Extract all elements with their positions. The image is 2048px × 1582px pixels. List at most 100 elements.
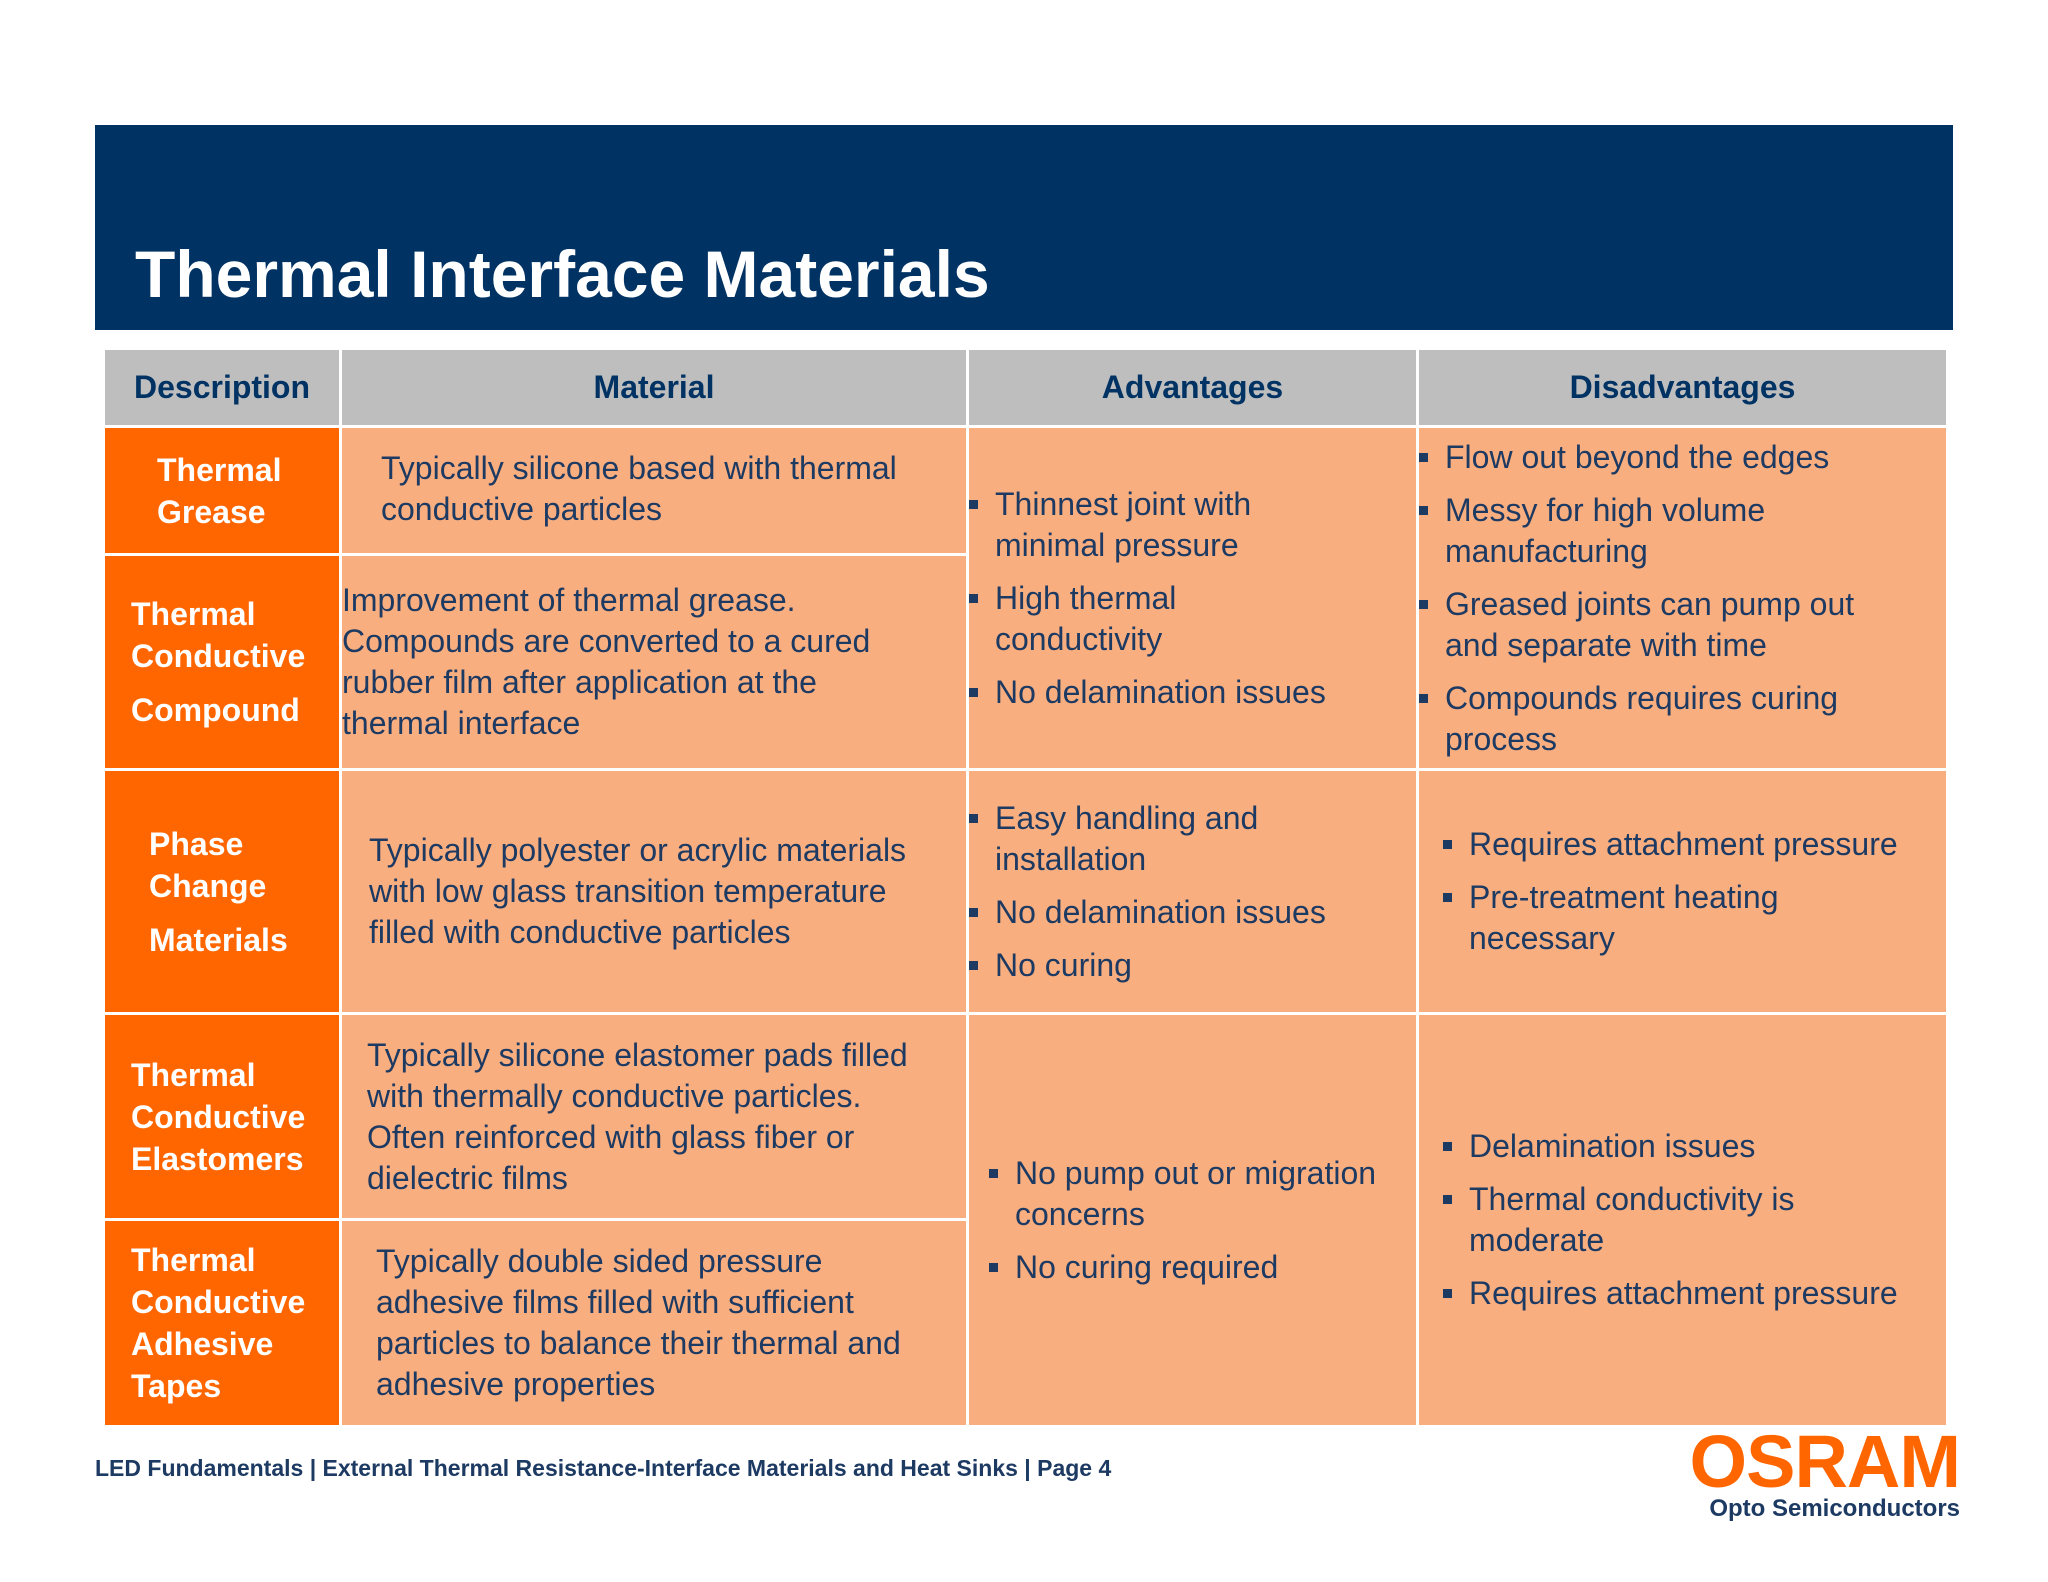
material-cell: Typically silicone elastomer pads filled…	[339, 1012, 969, 1221]
table-row: Thermal Conductive Compound Improvement …	[102, 553, 1948, 771]
bullet-line: installation	[995, 840, 1147, 877]
footer-text: LED Fundamentals | External Thermal Resi…	[95, 1455, 1112, 1481]
bullet-line: necessary	[1469, 920, 1615, 956]
materials-table: Description Material Advantages Disadvan…	[102, 347, 1949, 1428]
material-cell: Improvement of thermal grease. Compounds…	[339, 553, 969, 771]
description-line: Materials	[149, 921, 288, 958]
description-line: Conductive	[131, 638, 306, 674]
bullet-line: No pump out or migration	[1015, 1154, 1377, 1191]
table-header-row: Description Material Advantages Disadvan…	[102, 347, 1949, 428]
description-line: Compound	[131, 692, 300, 728]
list-item: No delamination issues	[969, 672, 1406, 713]
description-line: Grease	[157, 493, 266, 530]
list-item: No curing required	[989, 1247, 1406, 1288]
bullet-line: conductivity	[995, 620, 1163, 657]
column-header-advantages: Advantages	[966, 347, 1419, 428]
description-line: Conductive	[131, 1098, 306, 1135]
list-item: Requires attachment pressure	[1443, 824, 1936, 865]
list-item: Thinnest joint with minimal pressure	[969, 484, 1406, 566]
material-line: Typically silicone based with thermal	[381, 450, 897, 486]
material-line: adhesive properties	[376, 1366, 656, 1402]
list-item: Messy for high volume manufacturing	[1419, 490, 1936, 572]
bullet-line: concerns	[1015, 1195, 1145, 1232]
list-item: Requires attachment pressure	[1443, 1273, 1936, 1314]
list-item: Thermal conductivity is moderate	[1443, 1179, 1936, 1261]
list-item: No curing	[969, 945, 1406, 986]
description-line: Change	[149, 867, 267, 904]
table-row: Thermal Conductive Elastomers Typically …	[102, 1012, 1949, 1428]
description-line: Elastomers	[131, 1140, 304, 1177]
description-line: Thermal	[157, 451, 282, 488]
bullet-line: Messy for high volume	[1445, 491, 1766, 528]
disadvantages-list: Flow out beyond the edges Messy for high…	[1419, 437, 1946, 760]
material-cell: Typically double sided pressure adhesive…	[339, 1218, 969, 1428]
bullet-line: No curing	[995, 946, 1132, 983]
material-line: thermal interface	[342, 705, 581, 741]
list-item: Easy handling and installation	[969, 798, 1406, 880]
advantages-cell: Thinnest joint with minimal pressure Hig…	[966, 425, 1419, 771]
bullet-line: No delamination issues	[995, 893, 1326, 930]
material-line: particles to balance their thermal and	[376, 1325, 901, 1361]
material-line: Compounds are converted to a cured	[342, 623, 871, 659]
bullet-line: Greased joints can pump out	[1445, 585, 1855, 622]
list-item: No pump out or migration concerns	[989, 1153, 1406, 1235]
list-item: Flow out beyond the edges	[1419, 437, 1936, 478]
bullet-line: Easy handling and	[995, 799, 1259, 836]
title-bar: Thermal Interface Materials	[95, 125, 1953, 330]
list-item: Compounds requires curing process	[1419, 678, 1936, 760]
advantages-cell: Easy handling and installation No delami…	[966, 768, 1419, 1015]
material-line: Typically polyester or acrylic materials	[369, 832, 907, 868]
description-line: Tapes	[131, 1368, 222, 1404]
material-line: Improvement of thermal grease.	[342, 582, 796, 618]
logo-subtitle: Opto Semiconductors	[1709, 1495, 1960, 1522]
material-line: adhesive films filled with sufficient	[376, 1284, 854, 1320]
bullet-line: and separate with time	[1445, 626, 1767, 663]
bullet-line: Delamination issues	[1469, 1128, 1756, 1164]
line-gap	[131, 677, 339, 689]
description-cell-phase-change-materials: Phase Change Materials	[102, 768, 342, 1015]
page-title: Thermal Interface Materials	[135, 237, 990, 311]
list-item: Pre-treatment heating necessary	[1443, 877, 1936, 959]
bullet-line: No delamination issues	[995, 673, 1326, 710]
material-cell: Typically polyester or acrylic materials…	[339, 768, 969, 1015]
column-header-material: Material	[339, 347, 969, 428]
bullet-line: Flow out beyond the edges	[1445, 438, 1830, 475]
description-line: Thermal	[131, 1056, 256, 1093]
description-line: Thermal	[131, 1242, 256, 1278]
bullet-line: Compounds requires curing	[1445, 679, 1839, 716]
table-row: Phase Change Materials Typically polyest…	[102, 768, 1949, 1015]
material-line: with low glass transition temperature	[369, 873, 887, 909]
description-line: Adhesive	[131, 1326, 274, 1362]
list-item: No delamination issues	[969, 892, 1406, 933]
material-line: Typically double sided pressure	[376, 1243, 823, 1279]
bullet-line: Pre-treatment heating	[1469, 879, 1779, 915]
material-line: with thermally conductive particles.	[367, 1077, 862, 1114]
material-line: conductive particles	[381, 491, 663, 527]
list-item: Greased joints can pump out and separate…	[1419, 584, 1936, 666]
material-line: dielectric films	[367, 1159, 568, 1196]
bullet-line: process	[1445, 720, 1558, 757]
osram-logo: OSRAM Opto Semiconductors	[1690, 1425, 1961, 1525]
material-line: Typically silicone elastomer pads filled	[367, 1036, 908, 1073]
bullet-line: No curing required	[1015, 1248, 1279, 1285]
disadvantages-list: Requires attachment pressure Pre-treatme…	[1443, 824, 1946, 959]
table-row: Thermal Grease Typically silicone based …	[102, 425, 1949, 771]
column-header-disadvantages: Disadvantages	[1416, 347, 1949, 428]
description-line: Phase	[149, 825, 244, 862]
advantages-list: Thinnest joint with minimal pressure Hig…	[969, 484, 1416, 713]
advantages-list: No pump out or migration concerns No cur…	[989, 1153, 1416, 1288]
advantages-list: Easy handling and installation No delami…	[969, 798, 1416, 986]
disadvantages-cell: Delamination issues Thermal conductivity…	[1416, 1012, 1949, 1428]
bullet-line: manufacturing	[1445, 532, 1648, 569]
bullet-line: Requires attachment pressure	[1469, 826, 1898, 862]
disadvantages-list: Delamination issues Thermal conductivity…	[1443, 1126, 1946, 1314]
bullet-line: Thermal conductivity is	[1469, 1181, 1795, 1217]
bullet-line: minimal pressure	[995, 526, 1239, 563]
advantages-cell: No pump out or migration concerns No cur…	[966, 1012, 1419, 1428]
material-cell: Typically silicone based with thermal co…	[339, 425, 969, 556]
bullet-line: moderate	[1469, 1222, 1605, 1258]
description-cell-thermal-conductive-compound: Thermal Conductive Compound	[102, 553, 342, 771]
disadvantages-cell: Requires attachment pressure Pre-treatme…	[1416, 768, 1949, 1015]
bullet-line: Requires attachment pressure	[1469, 1275, 1898, 1311]
column-header-description: Description	[102, 347, 342, 428]
